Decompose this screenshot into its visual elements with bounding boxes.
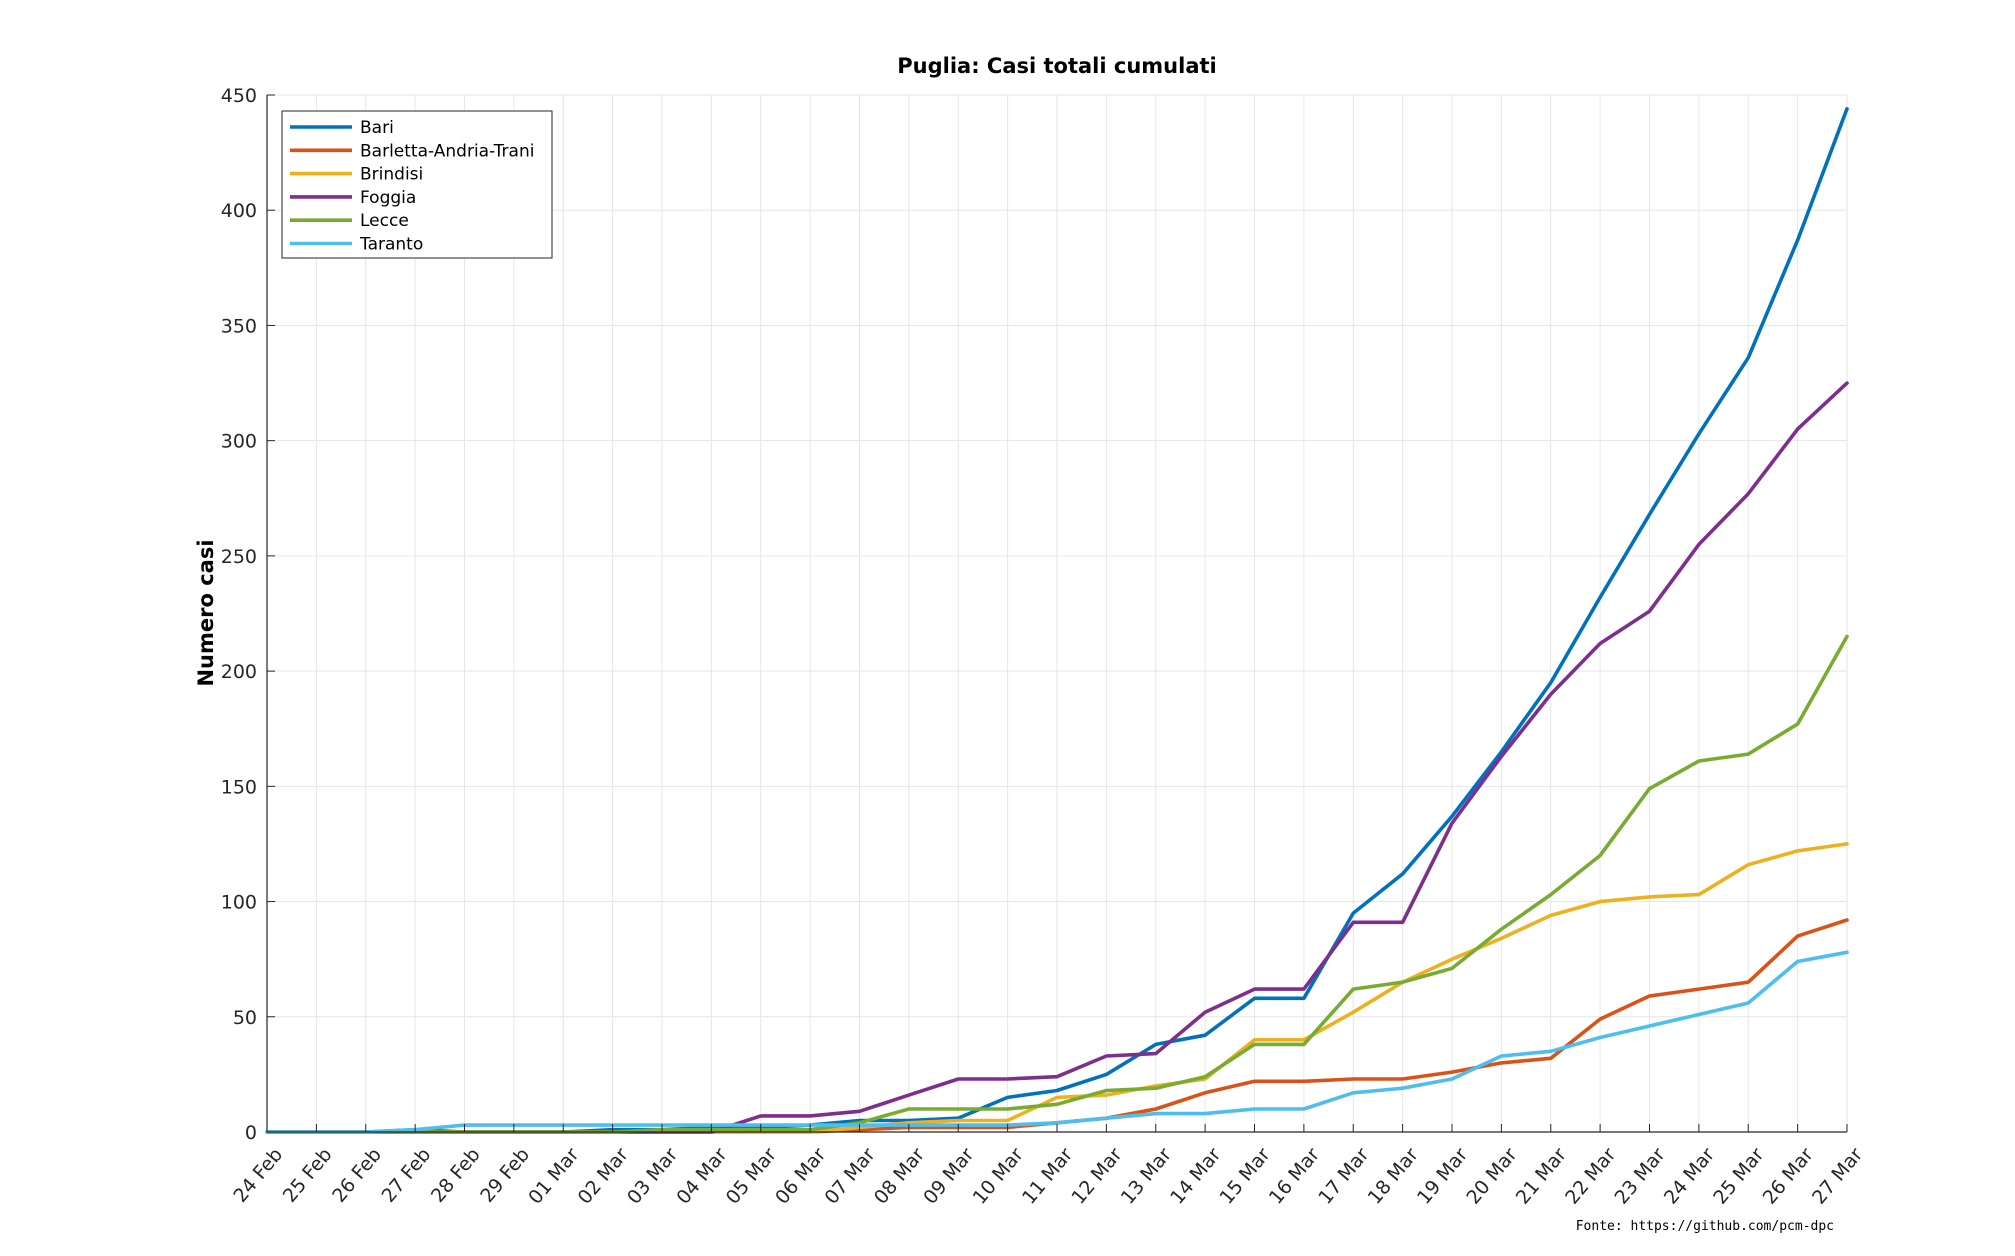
y-tick-label: 350 bbox=[221, 315, 257, 337]
source-note: Fonte: https://github.com/pcm-dpc bbox=[1576, 1219, 1834, 1234]
y-tick-label: 150 bbox=[221, 776, 257, 798]
legend-label-bari: Bari bbox=[360, 118, 394, 138]
chart-title: Puglia: Casi totali cumulati bbox=[897, 54, 1216, 78]
y-tick-label: 250 bbox=[221, 546, 257, 568]
y-tick-label: 400 bbox=[221, 200, 257, 222]
legend-box bbox=[281, 110, 553, 259]
legend: Bari Barletta-Andria-Trani Brindisi Foggia L… bbox=[281, 110, 553, 259]
axes bbox=[266, 94, 1848, 1133]
y-tick-label: 200 bbox=[221, 661, 257, 683]
y-tick-label: 450 bbox=[221, 85, 257, 107]
legend-label-brindisi: Brindisi bbox=[360, 165, 423, 185]
y-tick-label: 0 bbox=[245, 1122, 257, 1144]
legend-label-taranto: Taranto bbox=[359, 235, 423, 255]
x-grid bbox=[266, 95, 1848, 1132]
legend-label-foggia: Foggia bbox=[360, 188, 416, 208]
y-tick-label: 300 bbox=[221, 431, 257, 453]
series-line-taranto bbox=[265, 950, 1849, 1134]
y-tick-label: 50 bbox=[233, 1007, 257, 1029]
y-axis-label: Numero casi bbox=[194, 539, 218, 686]
legend-label-barletta-andria-trani: Barletta-Andria-Trani bbox=[360, 141, 534, 161]
y-tick-labels: 0 50 100 150 200 250 300 350 400 450 bbox=[221, 85, 257, 1144]
y-tick-label: 100 bbox=[221, 892, 257, 914]
legend-label-lecce: Lecce bbox=[360, 211, 409, 231]
